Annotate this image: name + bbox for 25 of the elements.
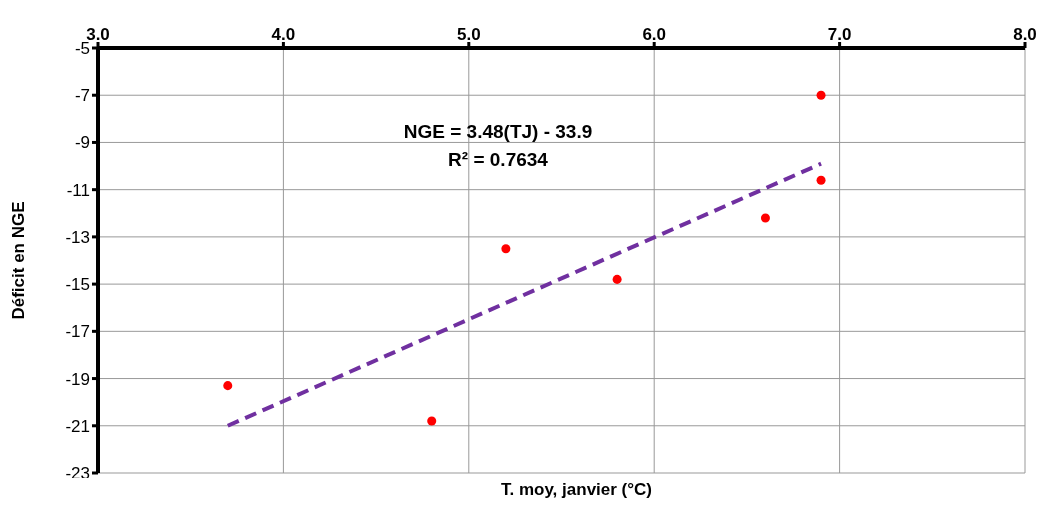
point <box>816 90 826 100</box>
point <box>223 381 233 391</box>
y-tick-label: -9 <box>74 133 90 153</box>
annotation: NGE = 3.48(TJ) - 33.9 <box>403 121 593 142</box>
point <box>816 175 826 185</box>
annotation: R² = 0.7634 <box>448 149 549 170</box>
y-tick-label: -13 <box>65 227 90 247</box>
y-tick-label: -21 <box>65 416 90 436</box>
y-axis-title: Déficit en NGE <box>9 201 29 320</box>
x-tick-label: 7.0 <box>827 25 852 44</box>
x-tick-label: 5.0 <box>456 25 481 44</box>
y-tick-label: -17 <box>65 322 90 342</box>
point <box>612 274 622 284</box>
y-tick-label: -15 <box>65 275 90 295</box>
y-tick-label: -7 <box>74 86 90 106</box>
x-axis-title: T. moy, janvier (°C) <box>500 480 653 499</box>
point <box>760 213 770 223</box>
y-tick-label: -19 <box>65 369 90 389</box>
x-tick-label: 6.0 <box>642 25 667 44</box>
point <box>427 416 437 426</box>
y-tick-label: -5 <box>74 39 90 59</box>
x-tick-label: 4.0 <box>271 25 296 44</box>
x-tick-label: 8.0 <box>1013 25 1037 44</box>
y-tick-label: -11 <box>66 180 90 200</box>
point <box>501 244 511 254</box>
